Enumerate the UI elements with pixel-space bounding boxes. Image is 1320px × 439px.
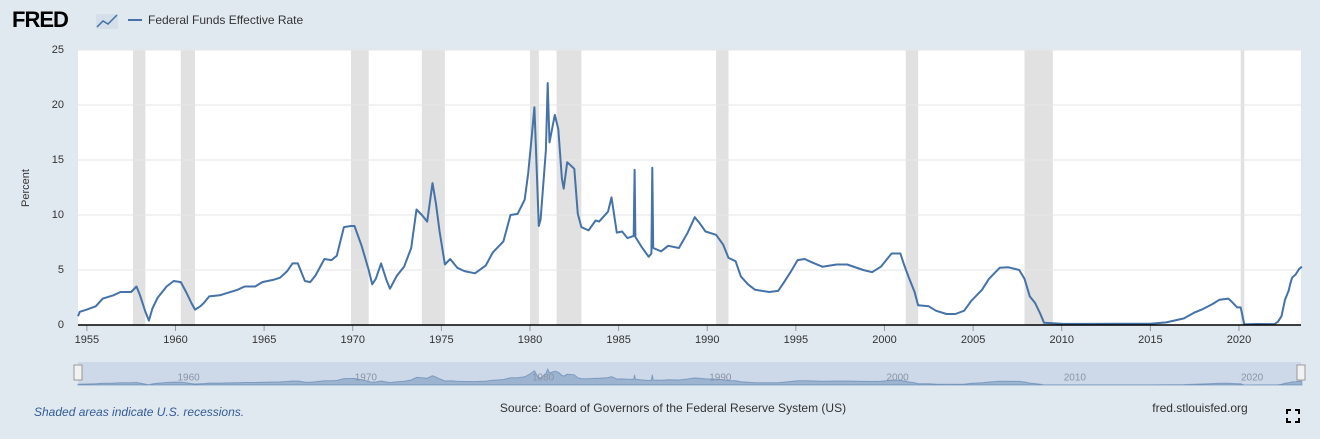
navigator-tick-label: 1980	[532, 373, 555, 384]
site-link[interactable]: fred.stlouisfed.org	[1152, 401, 1247, 415]
x-tick-label: 2005	[961, 334, 985, 346]
y-tick-label: 5	[58, 264, 64, 276]
recession-band	[905, 50, 919, 325]
recession-band	[556, 50, 582, 325]
x-tick-label: 1970	[340, 334, 364, 346]
y-tick-label: 25	[52, 44, 64, 56]
legend-label: Federal Funds Effective Rate	[148, 13, 304, 27]
source: Source: Board of Governors of the Federa…	[500, 401, 846, 415]
y-tick-label: 10	[52, 209, 64, 221]
x-tick-label: 1985	[606, 334, 630, 346]
y-tick-label: 0	[58, 319, 64, 331]
x-tick-label: 1995	[784, 334, 808, 346]
navigator-tick-label: 1990	[709, 373, 732, 384]
fullscreen-icon[interactable]	[1286, 409, 1300, 423]
data-line	[77, 82, 1303, 326]
x-tick-label: 2000	[872, 334, 896, 346]
x-tick-label: 1965	[252, 334, 276, 346]
x-tick-label: 2010	[1049, 334, 1073, 346]
navigator-tick-label: 1960	[177, 373, 200, 384]
y-axis-label: Percent	[20, 169, 32, 207]
x-tick-label: 2015	[1138, 334, 1162, 346]
navigator-handle[interactable]	[1296, 364, 1306, 381]
recession-note: Shaded areas indicate U.S. recessions.	[34, 405, 244, 419]
navigator-handle[interactable]	[73, 364, 83, 381]
navigator-tick-label: 2010	[1064, 373, 1087, 384]
x-tick-label: 2020	[1227, 334, 1251, 346]
logo[interactable]: FRED	[12, 7, 69, 32]
recession-band	[1024, 50, 1053, 325]
x-tick-label: 1955	[75, 334, 99, 346]
x-tick-label: 1960	[163, 334, 187, 346]
plot-area	[78, 50, 1301, 325]
y-tick-label: 20	[52, 99, 64, 111]
navigator-tick-label: 2000	[886, 373, 909, 384]
recession-band	[350, 50, 369, 325]
logo-icon	[96, 14, 118, 29]
x-tick-label: 1975	[429, 334, 453, 346]
recession-band	[716, 50, 729, 325]
navigator[interactable]	[78, 362, 1301, 385]
x-tick-label: 1990	[695, 334, 719, 346]
recession-band	[529, 50, 539, 325]
navigator-tick-label: 1970	[355, 373, 378, 384]
recession-band	[180, 50, 195, 325]
navigator-tick-label: 2020	[1241, 373, 1264, 384]
recession-band	[132, 50, 146, 325]
x-tick-label: 1980	[518, 334, 542, 346]
navigator-area	[77, 367, 1303, 386]
y-tick-label: 15	[52, 154, 64, 166]
recession-band	[1240, 50, 1245, 325]
